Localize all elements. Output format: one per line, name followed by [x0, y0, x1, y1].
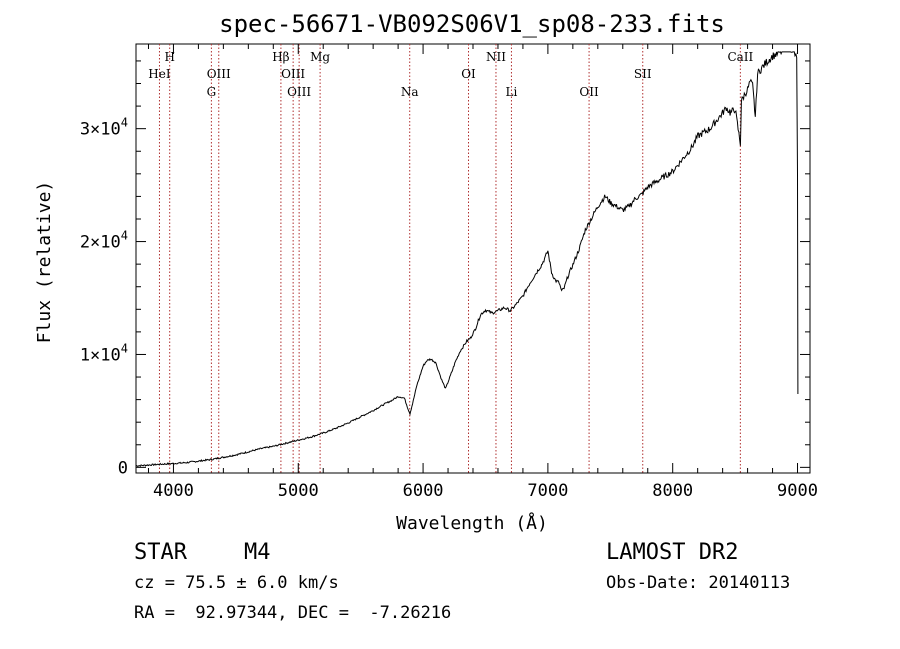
- line-label-h: H: [164, 50, 174, 64]
- observation-date: Obs-Date: 20140113: [606, 573, 791, 593]
- y-tick-label: 1×104: [80, 341, 128, 365]
- x-tick-label: 9000: [777, 481, 818, 501]
- y-axis-label: Flux (relative): [34, 181, 55, 344]
- x-tick-label: 7000: [527, 481, 568, 501]
- line-label-nii: NII: [486, 50, 506, 64]
- x-tick-label: 5000: [278, 481, 319, 501]
- line-label-g: G: [207, 85, 217, 99]
- chart-title: spec-56671-VB092S06V1_sp08-233.fits: [219, 10, 725, 38]
- x-tick-label: 6000: [403, 481, 444, 501]
- x-axis-label: Wavelength (Å): [396, 512, 548, 534]
- object-subclass: M4: [244, 540, 271, 565]
- line-label-hei: HeI: [148, 67, 171, 81]
- x-tick-label: 4000: [153, 481, 194, 501]
- y-tick-label: 0: [118, 458, 128, 478]
- x-tick-label: 8000: [652, 481, 693, 501]
- line-label-oi: OI: [461, 67, 476, 81]
- line-label-li: Li: [506, 85, 518, 99]
- redshift-cz: cz = 75.5 ± 6.0 km/s: [134, 573, 339, 593]
- object-type: STAR: [134, 540, 187, 565]
- line-label-oiii: OIII: [207, 67, 231, 81]
- plot-area: HeI H OIII G Hβ OIII OIII Mg Na OI NII Li OII SII CaII…: [80, 43, 818, 501]
- ra-dec-coordinates: RA = 92.97344, DEC = -7.26216: [134, 603, 452, 623]
- survey-name: LAMOST DR2: [606, 540, 739, 565]
- line-label-oiii: OIII: [287, 85, 311, 99]
- line-label-oiii: OIII: [281, 67, 305, 81]
- line-label-oii: OII: [579, 85, 599, 99]
- spectrum-line: [135, 51, 799, 467]
- y-tick-label: 3×104: [80, 116, 128, 140]
- line-label-caii: CaII: [727, 50, 753, 64]
- line-label-sii: SII: [634, 67, 652, 81]
- line-label-mg: Mg: [310, 50, 330, 64]
- plot-frame: [135, 43, 811, 474]
- line-label-hβ: Hβ: [272, 50, 289, 64]
- line-label-na: Na: [401, 85, 419, 99]
- y-tick-label: 2×104: [80, 229, 128, 253]
